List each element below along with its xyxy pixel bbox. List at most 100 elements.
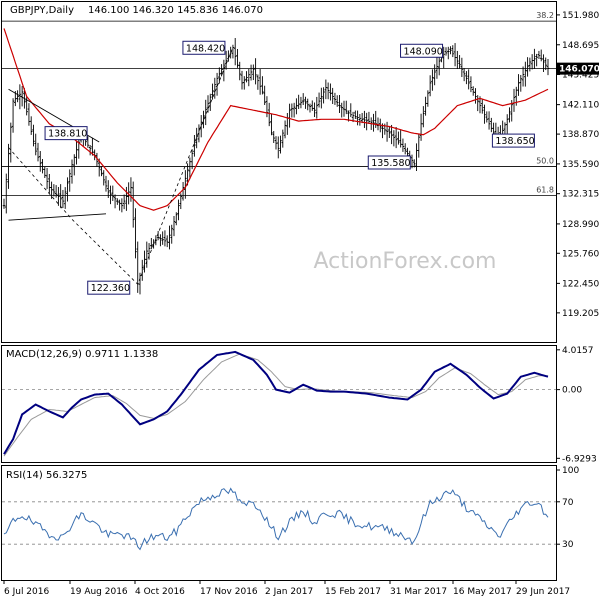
ohlc-bar bbox=[281, 129, 285, 148]
ohlc-bar bbox=[331, 87, 334, 104]
ohlc-bar bbox=[52, 184, 56, 197]
ohlc-bar bbox=[410, 154, 414, 169]
date-tick-label: 6 Jul 2016 bbox=[4, 587, 49, 597]
ohlc-bar bbox=[508, 107, 511, 123]
ohlc-bar bbox=[240, 70, 244, 90]
chart-symbol: GBPJPY,Daily bbox=[10, 5, 74, 16]
ohlc-bar bbox=[106, 180, 110, 198]
ohlc-bar bbox=[238, 61, 242, 81]
rsi-line bbox=[3, 487, 549, 551]
ohlc-bar bbox=[399, 130, 402, 148]
date-tick-label: 19 Aug 2016 bbox=[70, 587, 128, 597]
price-label-box bbox=[87, 280, 131, 295]
macd-tick-label: 4.0157 bbox=[562, 346, 594, 356]
rsi-tick-label: 70 bbox=[562, 498, 574, 508]
ohlc-bar bbox=[474, 88, 477, 104]
ohlc-bar bbox=[462, 68, 466, 82]
ohlc-bar bbox=[315, 96, 319, 119]
price-label-text: 148.090 bbox=[404, 46, 443, 57]
ohlc-bar bbox=[526, 57, 529, 77]
ohlc-bar bbox=[503, 122, 507, 135]
ohlc-bar bbox=[288, 103, 291, 128]
rsi-tick-label: 30 bbox=[562, 540, 574, 550]
price-label-text: 148.420 bbox=[186, 43, 225, 54]
ohlc-bar bbox=[27, 103, 31, 126]
ohlc-bar bbox=[397, 131, 400, 145]
ohlc-bar bbox=[267, 102, 271, 127]
ohlc-bar bbox=[181, 181, 185, 201]
ohlc-bar bbox=[283, 120, 287, 139]
ohlc-bar bbox=[521, 66, 525, 87]
ohlc-bar bbox=[279, 135, 282, 154]
ohlc-bar bbox=[72, 154, 76, 176]
ohlc-bar bbox=[32, 124, 35, 147]
macd-panel-frame bbox=[1, 345, 557, 463]
ohlc-bar bbox=[374, 110, 378, 128]
ohlc-bar bbox=[184, 170, 187, 199]
ohlc-bar bbox=[57, 186, 60, 206]
ohlc-bar bbox=[34, 133, 38, 156]
ohlc-bar bbox=[272, 131, 276, 143]
ohlc-bar bbox=[9, 122, 13, 163]
chart-ohlc: 146.100 146.320 145.836 146.070 bbox=[88, 5, 263, 16]
ohlc-bar bbox=[530, 54, 534, 70]
ohlc-bar bbox=[249, 64, 253, 81]
ohlc-bar bbox=[392, 130, 396, 147]
ohlc-bar bbox=[365, 112, 368, 131]
moving-average bbox=[3, 28, 549, 211]
ohlc-bar bbox=[193, 135, 196, 157]
price-tick-label: 125.760 bbox=[562, 249, 599, 259]
ohlc-bar bbox=[129, 177, 133, 202]
ohlc-bar bbox=[537, 50, 541, 59]
ohlc-bar bbox=[297, 94, 300, 110]
ohlc-bar bbox=[252, 64, 255, 81]
ohlc-bar bbox=[199, 115, 203, 138]
ohlc-bar bbox=[442, 46, 446, 69]
ohlc-bar bbox=[59, 184, 62, 209]
ohlc-bar bbox=[286, 112, 289, 135]
ohlc-bar bbox=[218, 67, 221, 84]
ohlc-bar bbox=[403, 143, 407, 155]
ohlc-bar bbox=[333, 92, 337, 105]
ohlc-bar bbox=[231, 44, 235, 59]
macd-tick-label: -6.9293 bbox=[562, 454, 597, 464]
ohlc-bar bbox=[460, 57, 464, 78]
ohlc-bar bbox=[363, 110, 366, 128]
ohlc-bar bbox=[505, 114, 509, 134]
ohlc-bar bbox=[68, 169, 72, 192]
ohlc-bar bbox=[163, 230, 167, 247]
price-label-box bbox=[367, 155, 411, 170]
price-label-box bbox=[400, 43, 444, 58]
ohlc-bar bbox=[304, 96, 307, 109]
price-tick-label: 138.870 bbox=[562, 130, 599, 140]
ohlc-bar bbox=[118, 199, 121, 211]
ohlc-bar bbox=[546, 58, 550, 76]
ohlc-bar bbox=[50, 181, 53, 199]
ohlc-bar bbox=[358, 114, 362, 126]
ohlc-bar bbox=[480, 99, 484, 114]
ohlc-bar bbox=[326, 82, 330, 100]
ohlc-bar bbox=[174, 212, 178, 226]
ohlc-bar bbox=[211, 83, 214, 100]
ohlc-bar bbox=[340, 102, 344, 118]
ohlc-bar bbox=[206, 95, 210, 113]
price-tick-label: 145.425 bbox=[562, 71, 599, 81]
ohlc-bar bbox=[446, 46, 450, 60]
rsi-lines bbox=[3, 487, 549, 551]
ohlc-bar bbox=[150, 237, 153, 250]
fib-level-label: 38.2 bbox=[536, 11, 554, 20]
date-tick-label: 2 Jan 2017 bbox=[265, 587, 313, 597]
ohlc-bar bbox=[229, 46, 232, 59]
ohlc-bar bbox=[451, 45, 455, 58]
ohlc-bar bbox=[485, 111, 489, 123]
price-tick-label: 128.990 bbox=[562, 220, 599, 230]
ohlc-bar bbox=[424, 96, 427, 116]
ohlc-bar bbox=[335, 95, 339, 107]
ohlc-bar bbox=[43, 166, 47, 178]
ohlc-bar bbox=[354, 110, 357, 120]
ohlc-bar bbox=[376, 117, 380, 131]
ohlc-bar bbox=[344, 100, 348, 115]
price-panel-frame bbox=[1, 1, 557, 343]
ohlc-bar bbox=[276, 136, 280, 159]
